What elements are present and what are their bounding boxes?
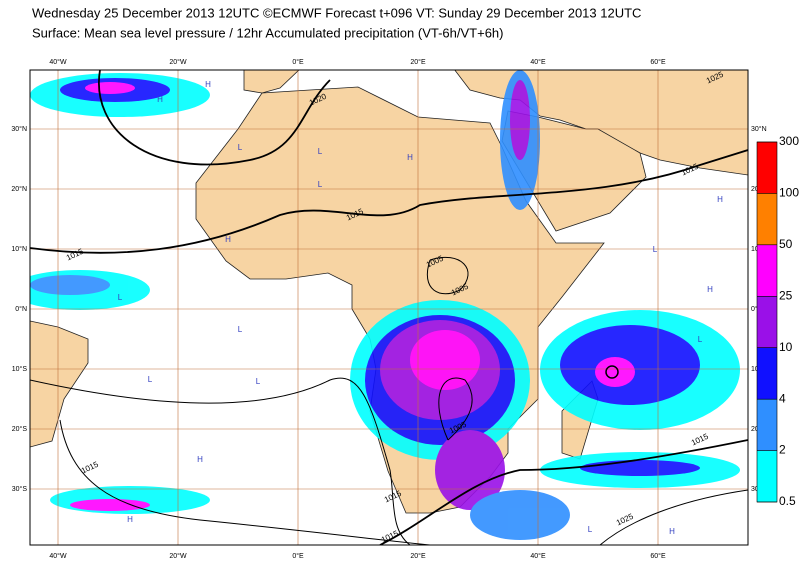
isobar [30,377,411,545]
pressure-centre: L [318,180,323,189]
iberia [243,70,300,94]
pressure-centre: H [205,80,211,89]
isobar [59,419,431,545]
pressure-centre: H [707,285,713,294]
isobar [379,439,748,545]
colorbar-label: 300 [779,134,799,148]
lon-label: 40°W [49,58,67,66]
colorbar-segment [757,142,777,194]
colorbar-label: 10 [779,340,793,354]
lat-label: 30°N [11,125,27,133]
pressure-centre: H [717,195,723,204]
isobar [438,377,473,441]
lat-label: 30°S [12,485,28,493]
south-america [30,320,89,448]
isobar [30,149,748,254]
pressure-centre: L [256,377,261,386]
colorbar: 0.5 2 4 10 25 50 100 300 [756,134,799,508]
lat-label: 30°N [751,125,767,133]
precip-area [595,357,635,387]
pressure-centre: H [157,95,163,104]
colorbar-label: 4 [779,391,786,405]
lon-label: 20°E [410,552,426,560]
pressure-centre: L [118,293,123,302]
colorbar-label: 0.5 [779,494,796,508]
precip-area [410,330,480,390]
colorbar-segment [757,193,777,245]
colorbar-segment [757,296,777,348]
lon-label: 0°E [292,58,304,66]
subtitle: Surface: Mean sea level pressure / 12hr … [32,25,504,40]
graticule [30,70,748,545]
precip-area [580,460,700,476]
pressure-centre: H [197,455,203,464]
colorbar-label: 100 [779,186,799,200]
pressure-centre: L [318,147,323,156]
pressure-centre: L [653,245,658,254]
pressure-centre: H [407,153,413,162]
lon-label: 60°E [650,58,666,66]
precip-area [70,499,150,511]
lat-label: 10°S [12,365,28,373]
lat-label: 10°N [11,245,27,253]
colorbar-segment [757,347,777,400]
map-frame [29,69,749,546]
isobar [98,70,331,166]
lon-label: 20°W [169,58,187,66]
colorbar-segment [757,450,777,502]
pressure-centre: L [588,525,593,534]
pressure-centre: H [669,527,675,536]
lat-label: 0°N [15,305,27,313]
pressure-centre: H [127,515,133,524]
pressure-centre: L [238,143,243,152]
pressure-centre: H [225,235,231,244]
colorbar-label: 2 [779,443,786,457]
cyclone-centre [605,365,619,379]
lon-label: 0°E [292,552,304,560]
lon-label: 40°W [49,552,67,560]
precip-area [470,490,570,540]
lon-label: 20°E [410,58,426,66]
isobars [30,70,748,545]
colorbar-label: 50 [779,237,793,251]
lon-label: 20°W [169,552,187,560]
precip-area [435,430,505,510]
pressure-centre: L [698,335,703,344]
precip-area [510,80,530,160]
lat-label: 20°N [11,185,27,193]
colorbar-label: 25 [779,288,793,302]
lat-label: 20°S [12,425,28,433]
lon-label: 40°E [530,552,546,560]
precipitation [30,70,740,540]
pressure-centre: L [148,375,153,384]
pressure-centre: L [238,325,243,334]
precip-area [30,275,110,295]
isobar [426,256,469,295]
colorbar-segment [757,399,777,451]
precip-area [85,82,135,94]
title: Wednesday 25 December 2013 12UTC ©ECMWF … [32,5,641,20]
isobar [599,489,748,545]
lon-label: 60°E [650,552,666,560]
lon-label: 40°E [530,58,546,66]
colorbar-segment [757,244,777,297]
